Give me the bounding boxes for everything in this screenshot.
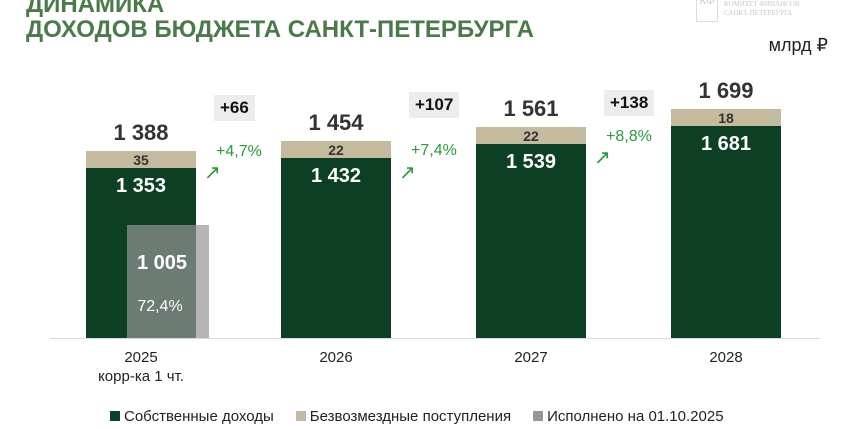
x-axis-baseline [50, 338, 820, 339]
committee-logo: КФ КОМИТЕТ ФИНАНСОВ САНКТ-ПЕТЕРБУРГА [696, 0, 836, 22]
label-own-revenue: 1 432 [310, 164, 362, 187]
legend-item: Собственные доходы [110, 408, 274, 425]
label-own-revenue: 1 353 [115, 174, 167, 197]
legend-item: Исполнено на 01.10.2025 [533, 408, 724, 425]
bar-grants [671, 109, 781, 127]
delta-absolute: +138 [604, 90, 655, 116]
bar-grants [281, 140, 391, 158]
label-executed: 1 005 [136, 251, 188, 274]
label-own-revenue: 1 681 [700, 133, 752, 156]
title-line-2: ДОХОДОВ БЮДЖЕТА САНКТ-ПЕТЕРБУРГА [26, 16, 534, 43]
delta-absolute: +107 [409, 92, 460, 118]
category-label-line: 2028 [709, 349, 743, 366]
category-label-line: 2026 [319, 349, 353, 366]
legend-label: Безвозмездные поступления [309, 408, 512, 425]
label-grants: 22 [523, 128, 539, 145]
legend-swatch [295, 411, 306, 421]
title-line-1: ДИНАМИКА [26, 0, 165, 18]
delta-percent: +8,8% [606, 128, 652, 145]
logo-line-2: САНКТ-ПЕТЕРБУРГА [724, 9, 793, 17]
delta-absolute: +66 [214, 95, 255, 121]
arrow-up-right-icon: ↗ [399, 162, 416, 184]
label-executed-share: 72,4% [137, 297, 183, 315]
arrow-up-right-icon: ↗ [594, 147, 611, 169]
category-label: 2025 корр-ка 1 чт. [71, 348, 211, 386]
category-label: 2026 [266, 348, 406, 367]
label-own-revenue: 1 539 [505, 151, 557, 174]
label-total: 1 388 [113, 119, 169, 145]
bar-grants [86, 150, 196, 168]
category-label-line: 2025 [124, 349, 158, 366]
unit-label: млрд ₽ [768, 35, 828, 55]
bar-own-revenue [476, 144, 586, 338]
label-grants: 18 [718, 110, 734, 127]
legend-label: Собственные доходы [124, 408, 274, 425]
bar-grants [476, 127, 586, 145]
bar-own-revenue [671, 126, 781, 338]
label-total: 1 454 [308, 109, 364, 135]
bar-own-revenue [281, 157, 391, 338]
delta-percent: +7,4% [411, 142, 457, 159]
legend: Собственные доходы Безвозмездные поступле… [110, 408, 724, 425]
legend-label: Исполнено на 01.10.2025 [547, 408, 724, 425]
delta-percent: +4,7% [216, 143, 262, 160]
page-title: ДИНАМИКА ДОХОДОВ БЮДЖЕТА САНКТ-ПЕТЕРБУРГ… [26, 0, 534, 42]
logo-mark: КФ [696, 0, 718, 22]
label-grants: 35 [133, 151, 149, 168]
arrow-up-right-icon: ↗ [204, 162, 221, 184]
category-label-line: корр-ка 1 чт. [98, 368, 184, 385]
legend-swatch [110, 411, 120, 421]
legend-swatch [533, 411, 544, 421]
logo-line-1: КОМИТЕТ ФИНАНСОВ [724, 0, 800, 8]
legend-item: Безвозмездные поступления [295, 408, 512, 425]
category-label: 2028 [656, 348, 796, 367]
bar-executed [127, 224, 209, 338]
label-grants: 22 [328, 141, 344, 158]
label-total: 1 699 [698, 78, 754, 104]
category-label-line: 2027 [514, 349, 548, 366]
label-total: 1 561 [503, 96, 559, 122]
category-label: 2027 [461, 348, 601, 367]
